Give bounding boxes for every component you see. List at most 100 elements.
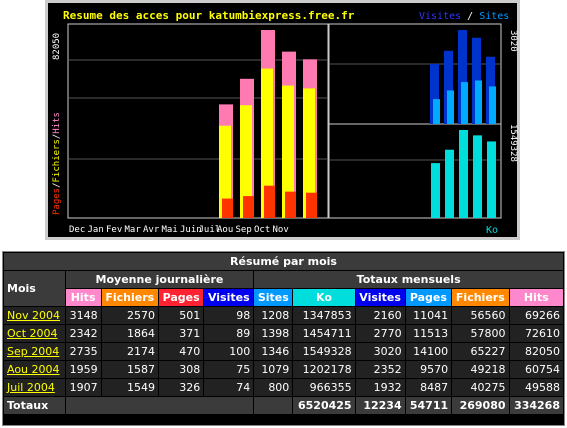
month-tick-label: Juil	[199, 225, 221, 235]
value-cell: 1549328	[293, 343, 355, 360]
files-bar	[240, 105, 252, 218]
value-cell: 89	[204, 325, 254, 342]
value-cell: 75	[204, 361, 254, 378]
table-row: Sep 2004 2735 2174 470 100 1346 1549328 3020 141…	[4, 343, 563, 360]
value-cell: 800	[254, 379, 293, 396]
ko-legend: Ko	[486, 225, 498, 236]
month-link[interactable]: Sep 2004	[7, 345, 60, 358]
visits-axis-max-label: 3020	[508, 30, 518, 52]
table-row: Aou 2004 1959 1587 308 75 1079 1202178 2352 9570…	[4, 361, 563, 378]
month-link[interactable]: Nov 2004	[7, 309, 60, 322]
value-cell: 371	[158, 325, 204, 342]
table-row: Nov 2004 3148 2570 501 98 1208 1347853 2160 1104…	[4, 307, 563, 324]
total-value-cell: 12234	[355, 397, 405, 414]
month-link[interactable]: Aou 2004	[7, 363, 60, 376]
left-axis-max-label: 82050	[52, 33, 62, 60]
total-value-cell: 6520425	[293, 397, 355, 414]
totals-sites-spacer	[254, 397, 293, 414]
month-cell: Oct 2004	[4, 325, 65, 342]
column-header-visites: Visites	[204, 289, 254, 306]
value-cell: 98	[204, 307, 254, 324]
value-cell: 2174	[101, 343, 158, 360]
value-cell: 1932	[355, 379, 405, 396]
sites-bar	[461, 82, 468, 124]
totals-row: Totaux 6520425 12234 54711 269080 334268	[4, 397, 563, 414]
left-legend-item: Hits	[52, 112, 62, 134]
value-cell: 3020	[355, 343, 405, 360]
month-tick-label: Sep	[236, 225, 252, 235]
ko-bar	[487, 141, 496, 218]
monthly-totals-group-header: Totaux mensuels	[254, 271, 563, 288]
value-cell: 9570	[405, 361, 452, 378]
value-cell: 1454711	[293, 325, 355, 342]
total-value-cell: 269080	[452, 397, 509, 414]
month-tick-label: Fev	[106, 225, 122, 235]
visits-bar	[444, 50, 453, 124]
month-link[interactable]: Oct 2004	[7, 327, 58, 340]
pages-bar	[222, 198, 233, 218]
mois-column-header: Mois	[4, 271, 65, 306]
usage-chart-canvas: Resume des acces pour katumbiexpress.fre…	[45, 0, 520, 240]
files-bar	[219, 125, 231, 218]
value-cell: 966355	[293, 379, 355, 396]
value-cell: 82050	[509, 343, 563, 360]
column-header-fichiers: Fichiers	[452, 289, 509, 306]
value-cell: 1079	[254, 361, 293, 378]
left-legend-item: Fichiers	[52, 139, 62, 182]
visits-sites-legend-item: Visites	[419, 11, 461, 22]
visits-sites-legend: Visites / Sites	[419, 11, 509, 22]
value-cell: 1907	[65, 379, 101, 396]
monthly-summary-table: Résumé par mois Mois Moyenne journalière…	[3, 252, 564, 415]
left-legend-item: Pages	[52, 188, 62, 215]
ko-bar	[431, 163, 440, 218]
ko-bar	[445, 149, 454, 218]
value-cell: 1202178	[293, 361, 355, 378]
visits-sites-legend-separator: /	[461, 11, 479, 22]
month-tick-label: Avr	[143, 225, 160, 235]
sites-bar	[433, 99, 440, 124]
ko-axis-max-label: 1549328	[508, 124, 518, 162]
month-cell: Juil 2004	[4, 379, 65, 396]
sites-bar	[475, 80, 482, 124]
column-header-pages: Pages	[158, 289, 204, 306]
column-header-sites: Sites	[254, 289, 293, 306]
total-value-cell: 54711	[405, 397, 452, 414]
value-cell: 65227	[452, 343, 509, 360]
left-legend-separator: /	[52, 134, 62, 139]
month-tick-label: Juin	[180, 225, 202, 235]
totals-spacer	[65, 397, 254, 414]
month-link[interactable]: Juil 2004	[7, 381, 55, 394]
pages-bar	[285, 191, 296, 218]
value-cell: 470	[158, 343, 204, 360]
column-header-hits: Hits	[509, 289, 563, 306]
ko-bar	[473, 135, 482, 218]
month-tick-label: Nov	[273, 225, 289, 235]
chart-frame	[45, 0, 520, 240]
value-cell: 1346	[254, 343, 293, 360]
files-bar	[303, 88, 315, 218]
value-cell: 69266	[509, 307, 563, 324]
value-cell: 1587	[101, 361, 158, 378]
month-tick-label: Mai	[162, 225, 178, 235]
value-cell: 57800	[452, 325, 509, 342]
main-plot-frame	[67, 23, 329, 219]
pages-bar	[264, 185, 275, 218]
value-cell: 11513	[405, 325, 452, 342]
column-header-row: Hits Fichiers Pages Visites Sites Ko Visites Pa…	[4, 289, 563, 306]
files-bar	[282, 85, 294, 218]
value-cell: 74	[204, 379, 254, 396]
value-cell: 1208	[254, 307, 293, 324]
ko-plot-frame	[328, 123, 502, 219]
sites-bar	[489, 86, 496, 124]
value-cell: 40275	[452, 379, 509, 396]
value-cell: 1347853	[293, 307, 355, 324]
month-cell: Aou 2004	[4, 361, 65, 378]
visits-bar	[458, 30, 467, 124]
column-header-hits: Hits	[65, 289, 101, 306]
total-value-cell: 334268	[509, 397, 563, 414]
month-tick-label: Aou	[217, 225, 233, 235]
value-cell: 11041	[405, 307, 452, 324]
value-cell: 49588	[509, 379, 563, 396]
column-header-fichiers: Fichiers	[101, 289, 158, 306]
value-cell: 1959	[65, 361, 101, 378]
